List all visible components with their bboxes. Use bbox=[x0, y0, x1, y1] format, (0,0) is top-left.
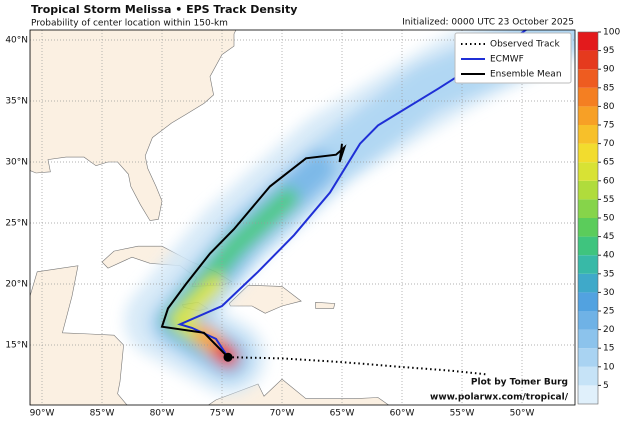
lon-label: 70°W bbox=[270, 409, 295, 419]
colorbar-segment bbox=[578, 385, 598, 404]
credit: Plot by Tomer Burg bbox=[471, 378, 568, 388]
legend-label: Observed Track bbox=[490, 40, 560, 50]
lon-label: 60°W bbox=[390, 409, 415, 419]
credit-url: www.polarwx.com/tropical/ bbox=[430, 393, 569, 403]
colorbar-label: 75 bbox=[603, 121, 614, 131]
land bbox=[315, 301, 336, 309]
lon-label: 80°W bbox=[150, 409, 175, 419]
observed-track bbox=[227, 356, 487, 376]
colorbar-segment bbox=[578, 292, 598, 311]
lat-label: 35°N bbox=[5, 97, 28, 107]
lat-label: 15°N bbox=[5, 341, 28, 351]
lon-label: 75°W bbox=[210, 409, 235, 419]
colorbar-label: 90 bbox=[603, 65, 615, 75]
subtitle: Probability of center location within 15… bbox=[31, 19, 228, 29]
colorbar-segment bbox=[578, 273, 598, 293]
lat-label: 25°N bbox=[5, 219, 28, 229]
colorbar-segment bbox=[578, 69, 598, 88]
colorbar-segment bbox=[578, 143, 598, 163]
colorbar-segment bbox=[578, 236, 598, 256]
colorbar-label: 20 bbox=[603, 325, 615, 335]
colorbar-segment bbox=[578, 106, 598, 125]
colorbar-segment bbox=[578, 125, 598, 144]
colorbar-label: 25 bbox=[603, 307, 614, 317]
lon-label: 65°W bbox=[330, 409, 355, 419]
colorbar-label: 40 bbox=[603, 251, 615, 261]
legend: Observed Track ECMWF Ensemble Mean bbox=[454, 32, 572, 84]
lon-label: 85°W bbox=[90, 409, 115, 419]
lat-label: 40°N bbox=[5, 36, 28, 46]
legend-label: Ensemble Mean bbox=[490, 70, 562, 80]
colorbar-label: 45 bbox=[603, 232, 614, 242]
init-time: Initialized: 0000 UTC 23 October 2025 bbox=[402, 18, 574, 28]
lon-label: 90°W bbox=[30, 409, 55, 419]
colorbar-segment bbox=[578, 348, 598, 367]
colorbar-label: 50 bbox=[603, 214, 615, 224]
colorbar-label: 35 bbox=[603, 269, 614, 279]
colorbar-label: 5 bbox=[603, 381, 609, 391]
lon-label: 55°W bbox=[450, 409, 475, 419]
colorbar-segment bbox=[578, 180, 598, 200]
colorbar-label: 15 bbox=[603, 344, 614, 354]
colorbar-segment bbox=[578, 311, 598, 330]
colorbar-label: 55 bbox=[603, 195, 614, 205]
storm-center bbox=[223, 352, 233, 362]
colorbar-label: 65 bbox=[603, 158, 614, 168]
plot-frame bbox=[29, 29, 576, 406]
colorbar-label: 70 bbox=[603, 139, 615, 149]
land bbox=[30, 265, 390, 405]
lat-label: 20°N bbox=[5, 280, 28, 290]
colorbar-segment bbox=[578, 329, 598, 349]
lon-label: 50°W bbox=[510, 409, 535, 419]
colorbar-segment bbox=[578, 199, 598, 218]
colorbar-label: 100 bbox=[603, 28, 620, 38]
lat-label: 30°N bbox=[5, 158, 28, 168]
ecmwf-track bbox=[177, 30, 528, 358]
colorbar-label: 60 bbox=[603, 176, 615, 186]
legend-box bbox=[454, 32, 572, 84]
colorbar-segment bbox=[578, 32, 598, 51]
colorbar-label: 95 bbox=[603, 46, 614, 56]
ensemble-mean-track bbox=[160, 143, 347, 358]
colorbar-label: 10 bbox=[603, 362, 615, 372]
land bbox=[30, 30, 237, 221]
colorbar-segment bbox=[578, 50, 598, 70]
colorbar-label: 80 bbox=[603, 102, 615, 112]
colorbar-segment bbox=[578, 87, 598, 107]
colorbar-segment bbox=[578, 366, 598, 386]
colorbar-segment bbox=[578, 162, 598, 181]
title: Tropical Storm Melissa • EPS Track Densi… bbox=[31, 3, 297, 16]
colorbar-label: 85 bbox=[603, 83, 614, 93]
colorbar-label: 30 bbox=[603, 288, 615, 298]
colorbar-segment bbox=[578, 218, 598, 237]
colorbar-segment bbox=[578, 255, 598, 274]
legend-label: ECMWF bbox=[490, 55, 524, 65]
